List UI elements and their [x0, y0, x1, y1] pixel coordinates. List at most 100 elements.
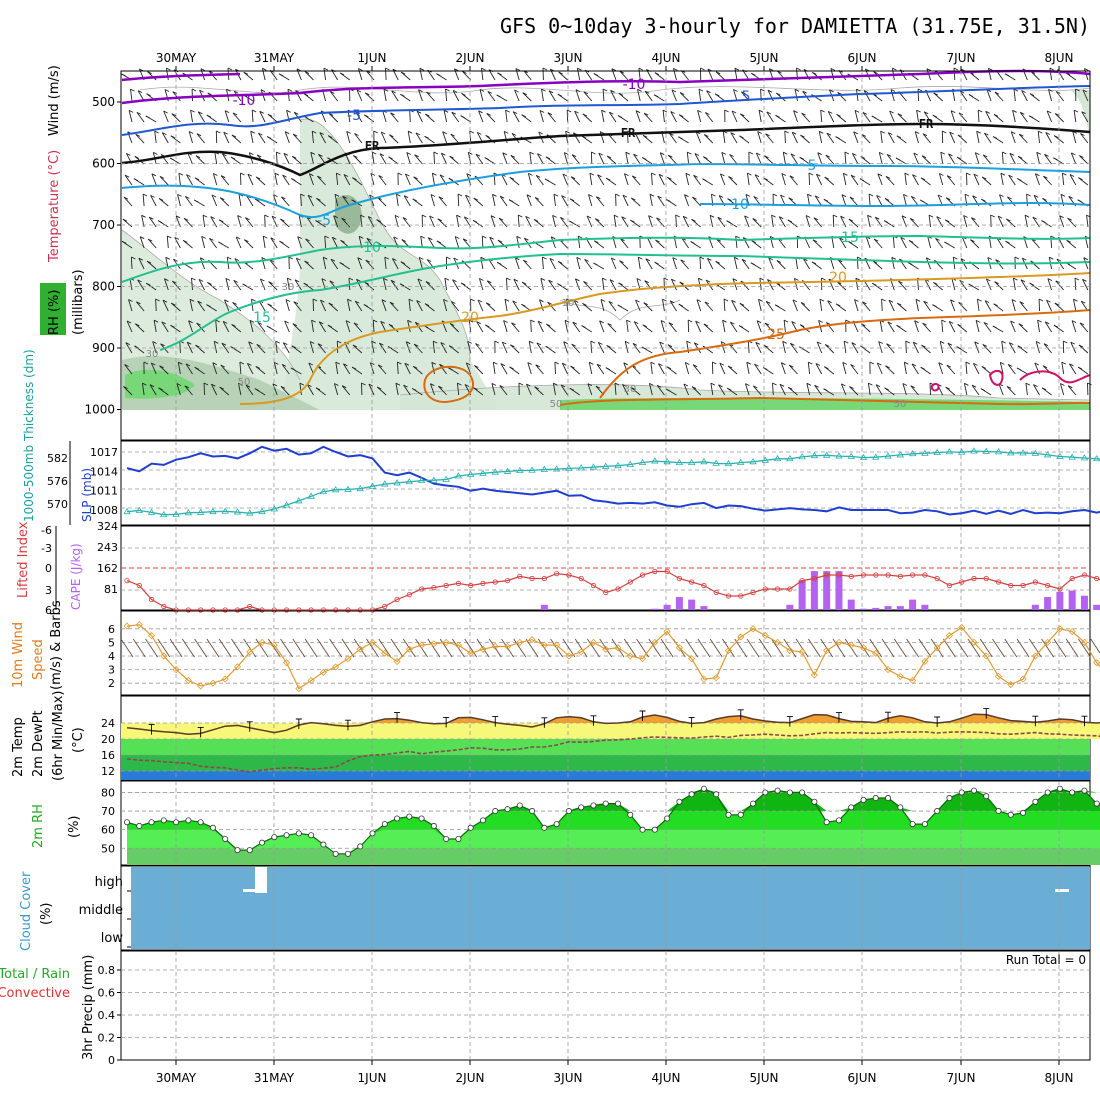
wind-speed-point	[270, 641, 278, 649]
wind-barb-flag	[405, 341, 411, 345]
cape-bar	[1031, 604, 1039, 610]
wind-barb-flag	[548, 90, 554, 94]
wind-barb	[246, 195, 254, 207]
wind-barb-flag	[1068, 195, 1073, 199]
wind-barb	[999, 362, 1004, 375]
wind-barb	[564, 320, 569, 333]
wind-barb-flag	[480, 256, 486, 260]
wind-barb	[691, 218, 701, 228]
wind-barb-flag	[403, 195, 409, 199]
x-tick-label-bottom: 6JUN	[848, 1071, 877, 1085]
wind-barb	[670, 278, 677, 291]
wind-barb-flag	[835, 303, 841, 307]
wind-barb-flag	[868, 382, 873, 386]
wind-barb-flag	[194, 366, 199, 370]
wind-barb-flag	[910, 385, 916, 389]
wind-barb	[1067, 217, 1077, 228]
wind-barb-flag	[959, 279, 964, 283]
wind-speed-point	[1019, 675, 1027, 683]
wind-barb-10m	[1016, 638, 1030, 658]
wind-barb-flag	[685, 172, 691, 176]
wind-barb-flag	[553, 382, 558, 386]
wind-barb-flag	[908, 262, 913, 266]
contour-label: 30	[146, 349, 159, 360]
wind-barb-flag	[589, 361, 594, 365]
wind-barb	[438, 385, 447, 396]
wind-barb-flag	[506, 277, 511, 281]
wind-barb	[318, 321, 326, 333]
wind-barb	[861, 134, 871, 144]
wind-barb-flag	[1061, 361, 1067, 365]
wind-speed-point	[884, 666, 892, 674]
x-tick-label-top: 5JUN	[750, 51, 779, 65]
wind-barb-flag	[935, 237, 940, 241]
thickness-point	[356, 484, 364, 492]
wind-barb-flag	[509, 366, 514, 370]
wind-barb	[890, 89, 895, 102]
thickness-point	[196, 508, 205, 515]
wind-barb-flag	[772, 382, 777, 386]
wind-barb	[735, 236, 738, 249]
wind-barb-flag	[950, 299, 955, 303]
wind-barb	[777, 238, 786, 249]
wind-barb-flag	[682, 215, 688, 219]
thickness-point	[1068, 453, 1076, 460]
wind-barb	[1046, 299, 1053, 312]
temp-minmax-bar	[934, 716, 941, 727]
wind-barb-flag	[248, 341, 253, 345]
wind-barb-flag	[948, 153, 953, 157]
rh-point	[295, 830, 302, 837]
cape-bar	[540, 604, 548, 610]
wind-barb	[403, 195, 411, 207]
wind-barb-flag	[240, 172, 245, 176]
wind-barb	[305, 238, 314, 249]
wind-barb-flag	[950, 110, 956, 114]
wind-barb	[429, 215, 435, 228]
wind-barb-flag	[678, 303, 684, 307]
wind-barb	[222, 153, 230, 165]
wind-barb-flag	[1073, 109, 1079, 113]
wind-barb-flag	[484, 157, 490, 161]
wind-barb	[535, 175, 544, 186]
wind-barb-flag	[334, 193, 340, 197]
wind-barb	[1070, 152, 1077, 165]
wind-barb-flag	[425, 113, 430, 117]
wind-barb	[1030, 71, 1040, 81]
thickness-point	[589, 463, 598, 470]
wind-barb	[601, 278, 605, 291]
ylabel-millibars: (millibars)	[71, 269, 86, 335]
wind-barb-flag	[561, 195, 566, 199]
lifted-index-point	[836, 572, 842, 578]
wind-barb-flag	[794, 88, 800, 92]
wind-barb	[147, 238, 157, 249]
wind-barb-flag	[280, 385, 286, 389]
wind-barb-flag	[562, 173, 568, 177]
wind-barb-flag	[843, 172, 848, 176]
wind-barb-flag	[131, 256, 136, 260]
wind-barb-flag	[702, 178, 707, 182]
wind-barb	[1010, 131, 1016, 144]
rh-point	[271, 834, 278, 841]
y-tick-label-cape: 162	[97, 562, 118, 575]
wind-barb-flag	[315, 387, 321, 391]
wind-barb	[916, 110, 919, 123]
rh-fill-vhigh	[127, 788, 1100, 793]
wind-barb-flag	[481, 67, 486, 71]
wind-barb	[186, 174, 193, 186]
wind-barb	[649, 194, 653, 207]
wind-barb	[562, 173, 569, 186]
wind-barb	[608, 301, 617, 312]
wind-speed-point	[700, 675, 708, 683]
wind-barb-flag	[1025, 382, 1031, 386]
wind-speed-point	[516, 638, 524, 646]
wind-speed-point	[135, 621, 143, 629]
wind-barb	[430, 194, 435, 207]
lifted-index-point	[639, 572, 646, 578]
wind-barb-flag	[593, 73, 599, 76]
temperature-contour	[423, 365, 474, 404]
ylabel-wind10m-1: 10m Wind	[11, 622, 26, 688]
wind-barb-flag	[333, 215, 338, 219]
wind-barb	[256, 344, 266, 354]
thickness-point	[822, 451, 831, 458]
wind-barb	[626, 320, 629, 333]
